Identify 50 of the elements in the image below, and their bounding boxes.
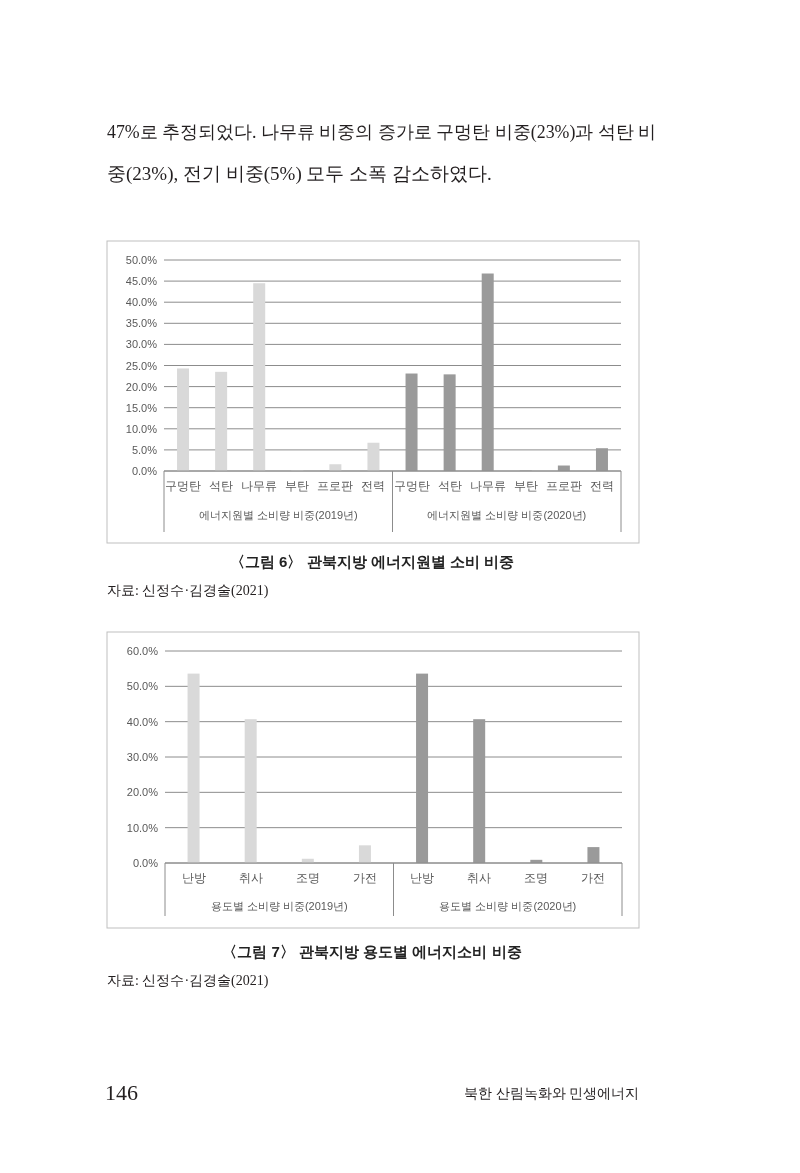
y-tick-label: 50.0% xyxy=(126,680,158,693)
x-tick-label: 난방 xyxy=(181,872,206,884)
y-tick-label: 60.0% xyxy=(126,645,158,657)
y-tick-label: 20.0% xyxy=(126,786,158,799)
group-label: 에너지원별 소비량 비중(2019년) xyxy=(198,509,358,521)
x-tick-label: 난방 xyxy=(410,872,435,884)
x-tick-label: 조명 xyxy=(524,872,549,884)
x-tick-label: 가전 xyxy=(352,872,377,884)
group-label: 에너지원별 소비량 비중(2020년) xyxy=(427,509,587,521)
y-tick-label: 20.0% xyxy=(125,380,157,393)
x-tick-label: 구멍탄 xyxy=(165,480,202,492)
x-tick-label: 부탄 xyxy=(513,480,538,492)
source: 자료: 신정수·김경술(2021) xyxy=(107,973,269,988)
x-tick-label: 구멍탄 xyxy=(393,480,430,492)
y-tick-label: 10.0% xyxy=(125,422,157,435)
title: 〈그림 6〉 관북지방 에너지원별 소비 비중 xyxy=(229,553,515,570)
y-tick-label: 0.0% xyxy=(132,857,158,869)
x-tick-label: 프로판 xyxy=(545,480,582,492)
y-tick-label: 45.0% xyxy=(125,275,157,288)
x-tick-label: 프로판 xyxy=(317,480,354,492)
running-footer: 북한 산림녹화와 민생에너지 xyxy=(464,1086,639,1101)
x-tick-label: 조명 xyxy=(295,872,320,884)
x-tick-label: 석탄 xyxy=(437,480,462,492)
x-tick-label: 취사 xyxy=(238,872,263,884)
y-tick-label: 35.0% xyxy=(125,317,157,330)
y-tick-label: 40.0% xyxy=(125,296,157,309)
y-tick-label: 25.0% xyxy=(125,359,157,372)
x-tick-label: 가전 xyxy=(581,872,606,884)
body-text: 중(23%), 전기 비중(5%) 모두 소폭 감소하였다. xyxy=(107,163,492,184)
x-tick-label: 전력 xyxy=(361,480,386,492)
y-tick-label: 50.0% xyxy=(125,254,157,266)
page-number: 146 xyxy=(105,1080,138,1105)
x-tick-label: 전력 xyxy=(589,480,614,492)
y-tick-label: 10.0% xyxy=(126,821,158,834)
source: 자료: 신정수·김경술(2021) xyxy=(107,583,269,598)
body-text: 47%로 추정되었다. 나무류 비중의 증가로 구멍탄 비중(23%)과 석탄 비 xyxy=(107,122,657,142)
group-label: 용도별 소비량 비중(2020년) xyxy=(439,900,577,912)
y-tick-label: 30.0% xyxy=(126,751,158,763)
y-tick-label: 15.0% xyxy=(125,401,157,414)
x-tick-label: 나무류 xyxy=(469,480,506,492)
group-label: 용도별 소비량 비중(2019년) xyxy=(210,900,348,912)
x-tick-label: 취사 xyxy=(467,872,492,884)
x-tick-label: 나무류 xyxy=(241,480,278,492)
x-tick-label: 석탄 xyxy=(209,480,234,492)
y-tick-label: 40.0% xyxy=(126,715,158,728)
y-tick-label: 0.0% xyxy=(131,465,157,477)
y-tick-label: 5.0% xyxy=(131,443,157,456)
x-tick-label: 부탄 xyxy=(285,480,310,492)
title: 〈그림 7〉 관북지방 용도별 에너지소비 비중 xyxy=(222,943,522,960)
y-tick-label: 30.0% xyxy=(125,338,157,351)
